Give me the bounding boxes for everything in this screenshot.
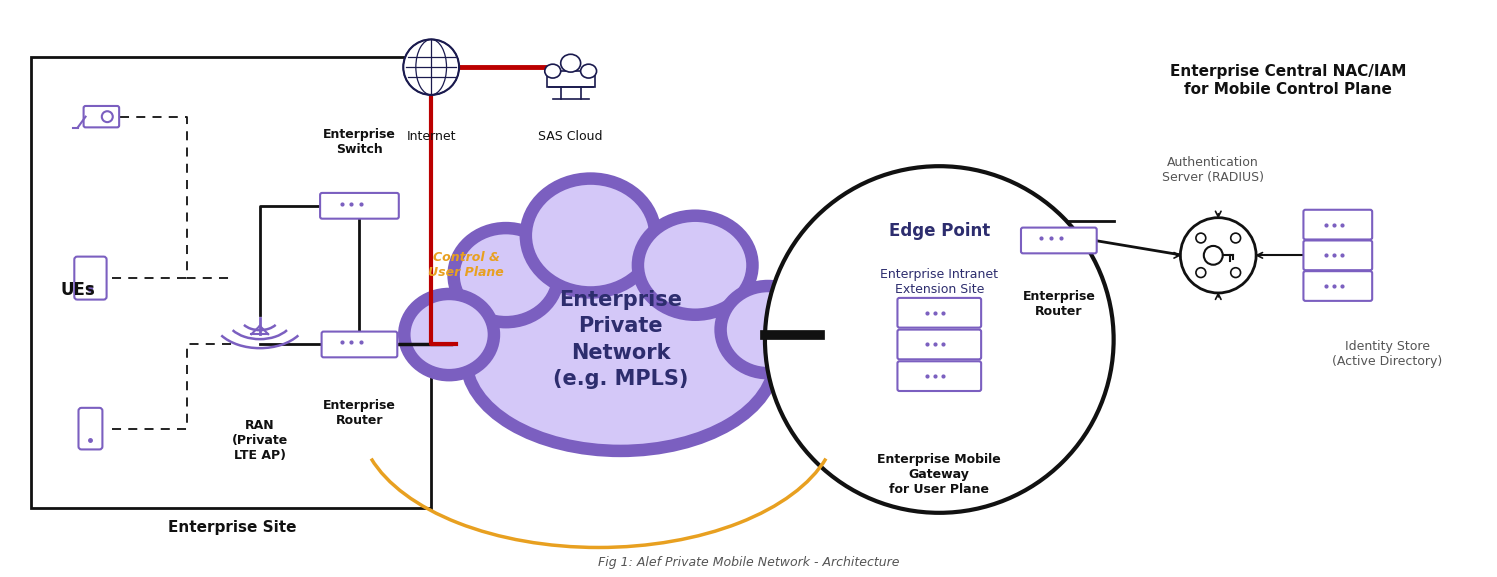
FancyBboxPatch shape — [1304, 271, 1373, 301]
Circle shape — [1204, 246, 1223, 265]
Text: UEs: UEs — [60, 281, 94, 299]
Text: Enterprise
Router: Enterprise Router — [1022, 290, 1096, 318]
Text: Control &
User Plane: Control & User Plane — [428, 251, 504, 279]
Ellipse shape — [638, 216, 753, 314]
FancyBboxPatch shape — [78, 408, 102, 449]
Circle shape — [102, 111, 112, 122]
FancyBboxPatch shape — [1021, 227, 1097, 253]
Text: Authentication
Server (RADIUS): Authentication Server (RADIUS) — [1162, 156, 1265, 184]
FancyBboxPatch shape — [897, 298, 981, 328]
Text: SAS Cloud: SAS Cloud — [539, 130, 603, 143]
Text: RAN
(Private
LTE AP): RAN (Private LTE AP) — [232, 419, 287, 462]
Ellipse shape — [581, 64, 597, 78]
Text: Enterprise Mobile
Gateway
for User Plane: Enterprise Mobile Gateway for User Plane — [877, 454, 1001, 496]
Text: Enterprise
Switch: Enterprise Switch — [323, 128, 395, 156]
Bar — [30, 57, 431, 508]
Text: Fig 1: Alef Private Mobile Network - Architecture: Fig 1: Alef Private Mobile Network - Arc… — [597, 556, 900, 569]
Circle shape — [1196, 233, 1205, 243]
Circle shape — [765, 166, 1114, 513]
Text: Internet: Internet — [406, 130, 457, 143]
Ellipse shape — [525, 178, 656, 293]
Circle shape — [1181, 218, 1256, 293]
Text: Enterprise
Router: Enterprise Router — [323, 399, 395, 427]
Circle shape — [1196, 268, 1205, 278]
FancyBboxPatch shape — [322, 332, 397, 357]
Ellipse shape — [545, 64, 561, 78]
Circle shape — [403, 39, 460, 95]
Circle shape — [1231, 268, 1241, 278]
Ellipse shape — [466, 268, 775, 451]
Text: Enterprise Central NAC/IAM
for Mobile Control Plane: Enterprise Central NAC/IAM for Mobile Co… — [1169, 64, 1406, 96]
FancyBboxPatch shape — [320, 193, 398, 219]
Ellipse shape — [454, 228, 558, 322]
Ellipse shape — [404, 294, 494, 375]
Text: Identity Store
(Active Directory): Identity Store (Active Directory) — [1332, 339, 1443, 368]
Text: Enterprise
Private
Network
(e.g. MPLS): Enterprise Private Network (e.g. MPLS) — [552, 290, 689, 389]
Text: Edge Point: Edge Point — [889, 222, 990, 239]
FancyBboxPatch shape — [897, 361, 981, 391]
Bar — [546, 71, 594, 87]
Text: Enterprise Site: Enterprise Site — [168, 520, 296, 535]
FancyBboxPatch shape — [84, 106, 120, 128]
Text: Enterprise Intranet
Extension Site: Enterprise Intranet Extension Site — [880, 268, 998, 296]
Ellipse shape — [720, 286, 816, 373]
FancyBboxPatch shape — [1304, 210, 1373, 239]
Ellipse shape — [561, 54, 581, 72]
FancyBboxPatch shape — [897, 329, 981, 359]
FancyBboxPatch shape — [1304, 241, 1373, 270]
FancyBboxPatch shape — [75, 257, 106, 299]
Circle shape — [1231, 233, 1241, 243]
